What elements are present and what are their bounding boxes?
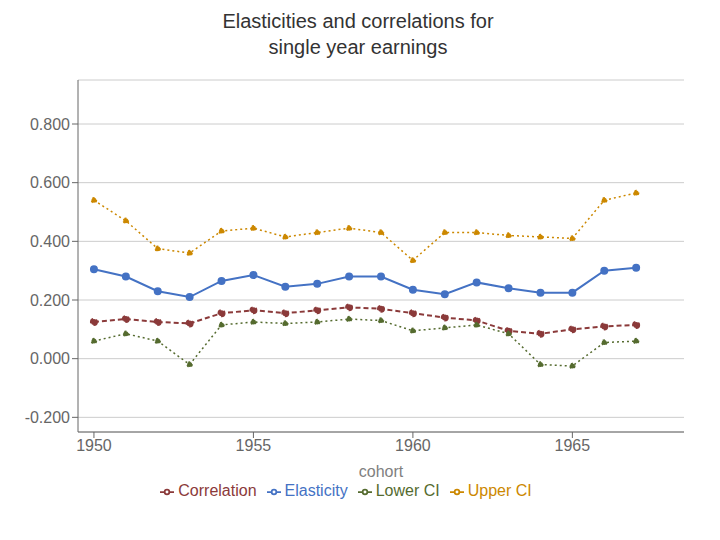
- html-text:Lower CI: Lower CI: [375, 482, 440, 499]
- svg-text:1965: 1965: [555, 437, 591, 454]
- svg-text:1955: 1955: [236, 437, 272, 454]
- svg-text:1950: 1950: [76, 437, 112, 454]
- svg-text:1960: 1960: [395, 437, 431, 454]
- svg-text:0.000: 0.000: [30, 350, 70, 367]
- html-text:Upper CI: Upper CI: [467, 482, 532, 499]
- svg-text:0.200: 0.200: [30, 292, 70, 309]
- html-text:Elasticity: Elasticity: [284, 482, 348, 499]
- html-text:Elasticities and correlations: Elasticities and correlations for: [222, 10, 494, 32]
- svg-text:0.600: 0.600: [30, 174, 70, 191]
- svg-text:0.400: 0.400: [30, 233, 70, 250]
- svg-text:cohort: cohort: [359, 463, 404, 480]
- svg-text:-0.200: -0.200: [25, 409, 70, 426]
- html-text:Correlation: Correlation: [178, 482, 257, 499]
- svg-text:0.800: 0.800: [30, 116, 70, 133]
- html-text:single year earnings: single year earnings: [268, 36, 448, 58]
